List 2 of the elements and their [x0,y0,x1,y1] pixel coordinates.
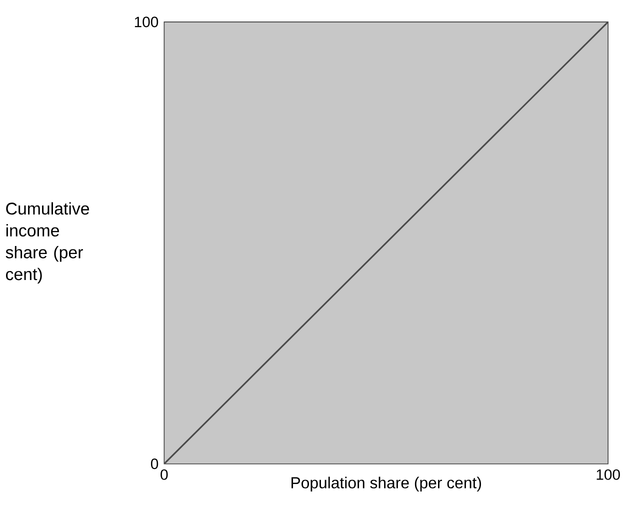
y-axis-title: Cumulative income share (per cent) [6,202,90,284]
x-axis-title: Population share (per cent) [292,476,481,492]
